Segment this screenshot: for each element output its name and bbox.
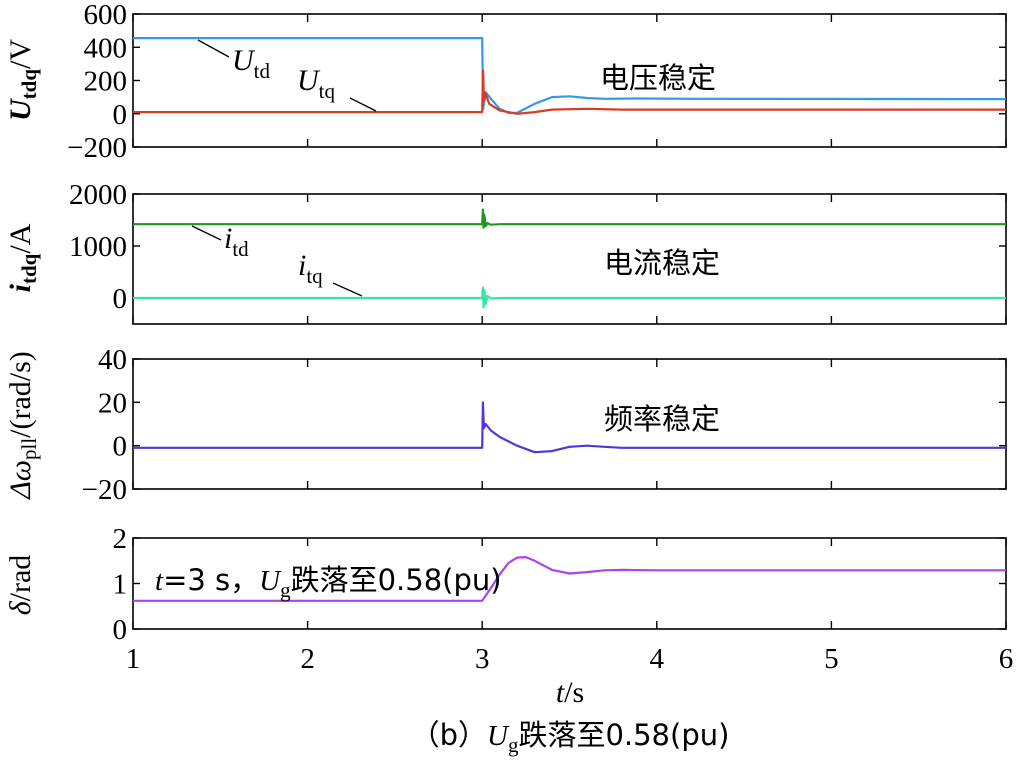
voltage-series-1-line bbox=[133, 69, 1006, 115]
voltage-series bbox=[133, 37, 1007, 115]
frequency-panel: −20 0 20 40 Δωpll/(rad/s) 频率稳定 bbox=[4, 344, 1007, 506]
voltage-ytick-label: −200 bbox=[67, 132, 127, 164]
voltage-ylabel: Utdq/V bbox=[4, 39, 41, 121]
x-tick-label: 6 bbox=[999, 643, 1014, 675]
current-annotation: 电流稳定 bbox=[604, 246, 720, 280]
utq-label: Utq bbox=[297, 64, 336, 103]
current-ytick-label: 1000 bbox=[69, 231, 127, 263]
angle-series-0-line bbox=[133, 556, 1006, 602]
frequency-ytick-label: 20 bbox=[98, 387, 127, 419]
frequency-frame bbox=[132, 358, 1007, 490]
frequency-series-0-line bbox=[133, 401, 1006, 454]
frequency-ytick-label: 0 bbox=[113, 431, 128, 463]
angle-panel: 0 1 2 δ/rad t=3 s，Ug跌落至0.58(pu) bbox=[4, 523, 1007, 646]
utd-label: Utd bbox=[232, 44, 271, 83]
voltage-x-ticks bbox=[132, 14, 1007, 147]
x-tick-label: 4 bbox=[650, 643, 665, 675]
frequency-ytick-label: −20 bbox=[82, 474, 127, 506]
frequency-ytick-label: 40 bbox=[98, 344, 127, 376]
itq-leader bbox=[332, 282, 363, 297]
itd-leader bbox=[191, 225, 222, 241]
angle-ylabel: δ/rad bbox=[4, 555, 37, 616]
itq-label: itq bbox=[298, 249, 323, 288]
current-series-0-line bbox=[133, 208, 1006, 229]
frequency-annotation: 频率稳定 bbox=[604, 402, 720, 436]
voltage-ytick-label: 0 bbox=[113, 99, 128, 131]
angle-ytick-label: 2 bbox=[113, 523, 128, 555]
current-panel: 0 1000 2000 itdq/A itd itq 电流稳定 bbox=[4, 179, 1007, 325]
x-tick-label: 5 bbox=[824, 643, 839, 675]
x-tick-label: 1 bbox=[126, 643, 141, 675]
current-series-1-line bbox=[133, 286, 1006, 309]
current-ytick-label: 2000 bbox=[69, 179, 127, 211]
current-y-ticks: 0 1000 2000 bbox=[69, 179, 1006, 315]
x-tick-labels: 1 2 3 4 5 6 bbox=[126, 643, 1014, 675]
itd-label: itd bbox=[224, 222, 249, 261]
x-tick-label: 3 bbox=[475, 643, 490, 675]
current-series bbox=[133, 208, 1006, 309]
voltage-ytick-label: 400 bbox=[84, 32, 128, 64]
angle-series bbox=[133, 556, 1006, 602]
frequency-ylabel: Δωpll/(rad/s) bbox=[4, 351, 41, 500]
current-x-ticks bbox=[132, 194, 1007, 324]
frequency-y-ticks: −20 0 20 40 bbox=[82, 344, 1006, 506]
angle-ytick-label: 0 bbox=[113, 614, 128, 646]
current-ylabel: itdq/A bbox=[4, 223, 41, 292]
frequency-series bbox=[133, 401, 1006, 454]
angle-annotation: t=3 s，Ug跌落至0.58(pu) bbox=[155, 563, 502, 602]
utd-leader bbox=[197, 39, 230, 58]
figure-caption: （b）Ug跌落至0.58(pu) bbox=[411, 718, 730, 757]
current-frame bbox=[132, 193, 1007, 325]
voltage-ytick-label: 600 bbox=[84, 0, 128, 31]
utq-leader bbox=[349, 97, 377, 112]
angle-x-ticks bbox=[132, 538, 1007, 629]
current-ytick-label: 0 bbox=[113, 283, 128, 315]
angle-ytick-label: 1 bbox=[113, 569, 128, 601]
voltage-annotation: 电压稳定 bbox=[600, 61, 716, 95]
voltage-ytick-label: 200 bbox=[84, 66, 128, 98]
frequency-x-ticks bbox=[132, 359, 1007, 489]
angle-y-ticks: 0 1 2 bbox=[113, 523, 1006, 646]
x-axis-label: t/s bbox=[556, 676, 584, 709]
x-tick-label: 2 bbox=[300, 643, 315, 675]
